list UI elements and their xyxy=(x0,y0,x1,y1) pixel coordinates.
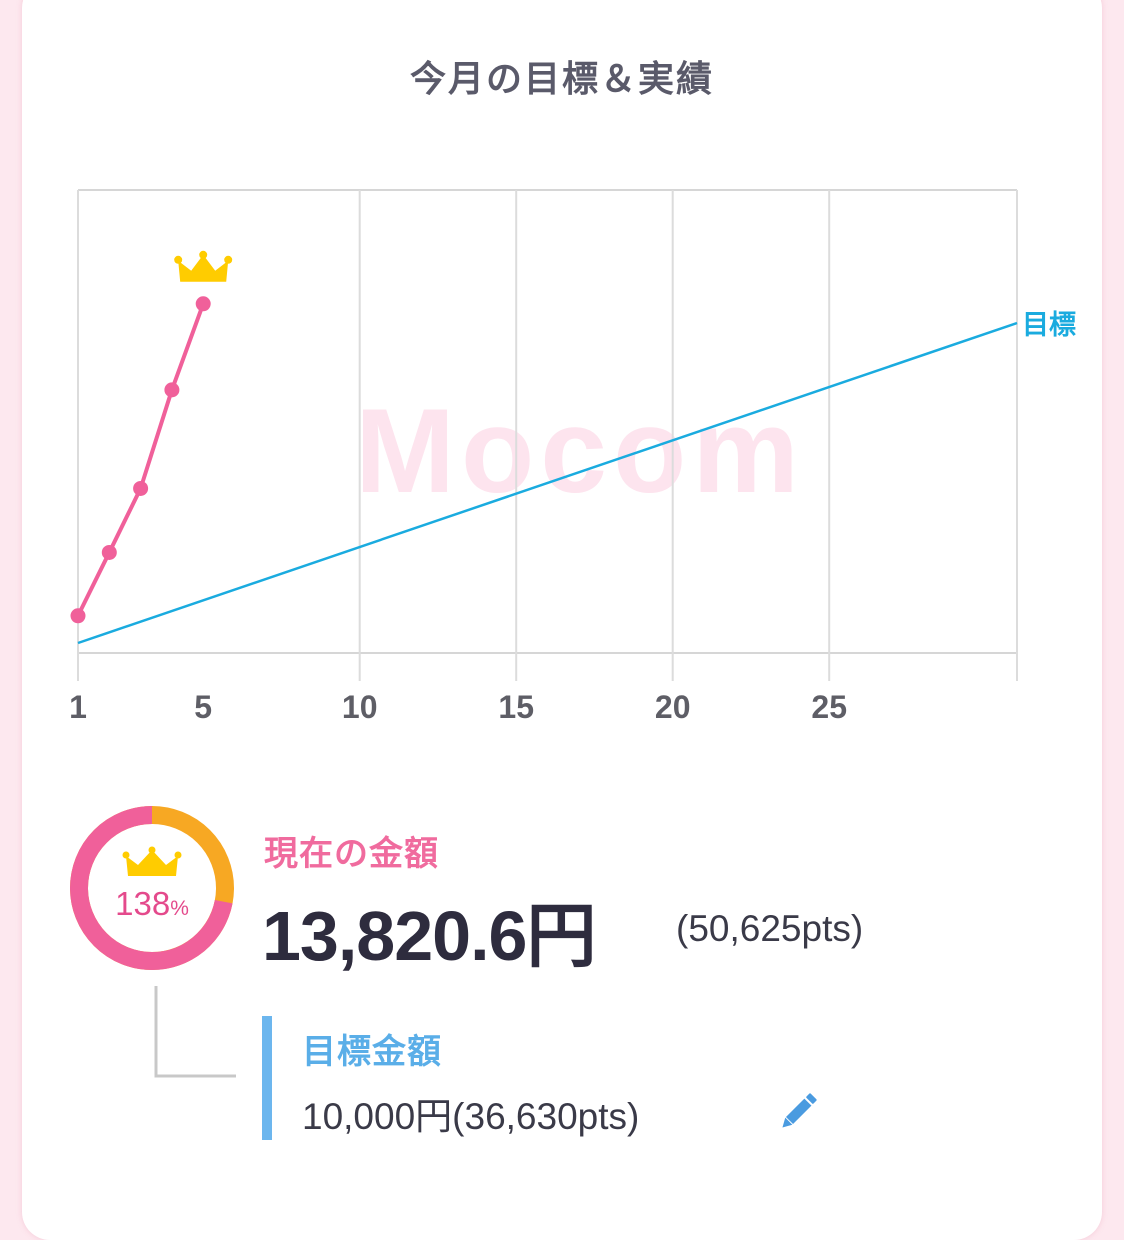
actual-point xyxy=(101,544,117,560)
target-line xyxy=(77,321,1018,645)
goal-amount-value: 10,000円(36,630pts) xyxy=(302,1096,640,1137)
x-tick-label: 5 xyxy=(194,689,212,725)
actual-point xyxy=(70,608,86,624)
x-tick-label: 10 xyxy=(342,689,378,725)
ring-fill xyxy=(70,806,234,970)
current-amount-value: 13,820.6円 xyxy=(262,897,596,975)
current-points: (50,625pts) xyxy=(676,908,864,949)
x-tick-label: 20 xyxy=(655,689,691,725)
percent-value: 138 xyxy=(115,885,171,922)
progress-ring xyxy=(68,804,236,972)
crown-icon xyxy=(122,846,182,876)
current-amount-label: 現在の金額 xyxy=(264,834,439,874)
crown-icon xyxy=(174,250,233,282)
achievement-percent: 138% xyxy=(68,885,236,923)
actual-point xyxy=(164,382,180,398)
x-tick-label: 25 xyxy=(811,689,847,725)
x-tick-label: 1 xyxy=(69,689,87,725)
x-tick-label: 15 xyxy=(498,689,534,725)
goal-accent-bar xyxy=(262,1016,272,1140)
target-line-label: 目標 xyxy=(1022,310,1076,341)
page-title: 今月の目標＆実績 xyxy=(409,59,714,100)
actual-point xyxy=(195,296,211,312)
goal-amount-label: 目標金額 xyxy=(302,1032,442,1072)
edit-goal-button[interactable] xyxy=(774,1088,822,1136)
actual-point xyxy=(133,480,149,496)
pencil-icon xyxy=(782,1093,817,1128)
actual-line xyxy=(76,303,206,617)
percent-unit: % xyxy=(170,897,189,920)
watermark-logo: Mocom xyxy=(355,384,805,518)
